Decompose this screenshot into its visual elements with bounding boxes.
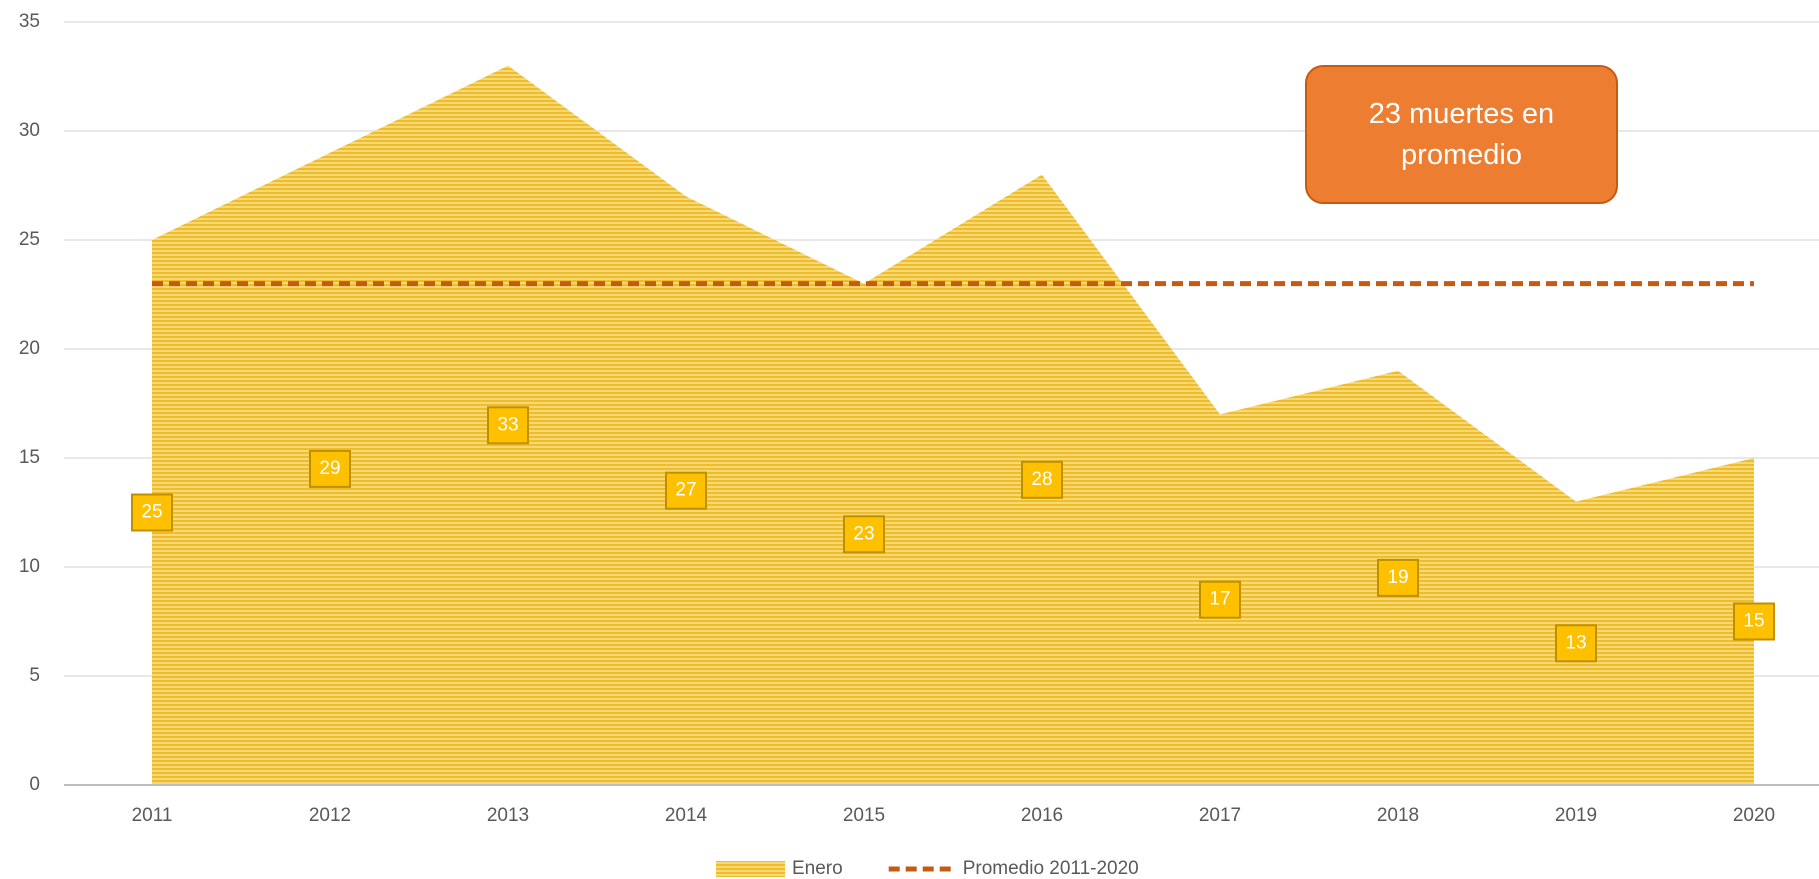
data-label-box (665, 471, 707, 510)
data-label: 23 (853, 523, 874, 544)
annotation: 23 muertes en promedio (1305, 65, 1618, 204)
area (152, 65, 1754, 786)
data-label: 17 (1209, 589, 1230, 610)
data-label-box (1377, 558, 1419, 597)
x-tick-label: 2014 (665, 805, 708, 826)
y-tick-label: 10 (19, 556, 40, 577)
data-label: 25 (141, 502, 162, 523)
data-label: 29 (319, 458, 340, 479)
y-tick-label: 5 (29, 665, 40, 686)
data-label: 13 (1565, 632, 1586, 653)
data-label: 33 (497, 414, 518, 435)
data-label: 27 (675, 480, 696, 501)
data-label-box (1199, 580, 1241, 619)
legend-label: Enero (792, 858, 843, 879)
x-tick-label: 2013 (487, 805, 529, 826)
y-tick-label: 20 (19, 338, 40, 359)
x-tick-label: 2016 (1021, 805, 1063, 826)
x-tick-label: 2018 (1377, 805, 1419, 826)
x-tick-label: 2017 (1199, 805, 1241, 826)
y-tick-label: 0 (29, 774, 40, 795)
x-tick-label: 2020 (1733, 805, 1775, 826)
y-tick-label: 30 (19, 120, 40, 141)
x-tick-label: 2012 (309, 805, 351, 826)
x-tick-label: 2015 (843, 805, 885, 826)
data-label: 19 (1387, 567, 1408, 588)
data-label-box (1733, 602, 1775, 641)
y-tick-label: 25 (19, 229, 40, 250)
data-label-box (487, 406, 529, 445)
legend-swatch (716, 861, 785, 877)
legend-label: Promedio 2011-2020 (963, 858, 1139, 879)
data-label-box (843, 515, 885, 554)
data-label-box (1021, 460, 1063, 499)
y-tick-label: 35 (19, 11, 40, 32)
data-label-box (309, 449, 351, 488)
data-label: 15 (1743, 611, 1764, 632)
x-tick-label: 2011 (132, 805, 173, 826)
data-label-box (131, 493, 173, 532)
y-tick-label: 15 (19, 447, 40, 468)
data-label-box (1555, 624, 1597, 663)
x-tick-label: 2019 (1555, 805, 1597, 826)
data-label: 28 (1031, 469, 1052, 490)
